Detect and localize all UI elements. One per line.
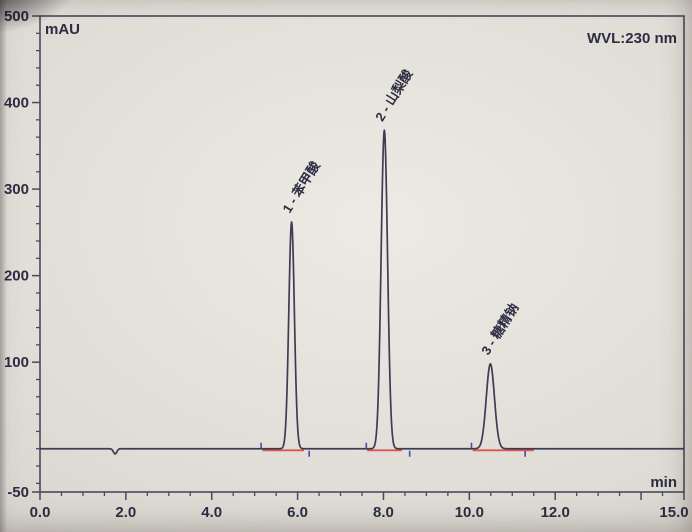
x-tick-label: 10.0 [455, 504, 484, 521]
y-tick-label: 300 [4, 181, 29, 198]
x-tick-label: 4.0 [201, 504, 222, 521]
peak-label-2: 2 - 山梨酸 [372, 66, 416, 124]
plot-frame [39, 15, 685, 493]
y-tick-label: -50 [7, 484, 29, 501]
integration-marks [260, 442, 534, 457]
x-tick-label: 12.0 [541, 504, 570, 521]
x-tick-label: 0.0 [30, 504, 51, 521]
y-axis-unit-label: mAU [45, 21, 80, 38]
y-tick-label: 400 [4, 95, 29, 112]
x-tick-label: 8.0 [373, 504, 394, 521]
axis-ticks: 500 400 300 200 100 -500.0 2.0 4.0 6.0 8.0 10.0 12.… [4, 8, 689, 521]
x-tick-label: 6.0 [287, 504, 308, 521]
x-axis-unit-label: min [650, 474, 677, 491]
detector-wavelength-label: WVL:230 nm [587, 30, 677, 47]
x-tick-label: 2.0 [115, 504, 136, 521]
x-tick-label: 15.0 [659, 504, 688, 521]
y-tick-label: 500 [4, 8, 29, 25]
peak-label-3: 3 - 糖精钠 [478, 301, 521, 358]
signal-trace [39, 129, 685, 455]
y-tick-label: 200 [4, 268, 29, 285]
peak-labels: 1 - 苯甲酸 2 - 山梨酸 3 - 糖精钠 [279, 66, 521, 357]
peak-label-1: 1 - 苯甲酸 [279, 158, 323, 216]
plot-border [39, 15, 685, 493]
chromatogram-trace [39, 129, 685, 455]
y-tick-label: 100 [4, 354, 29, 371]
